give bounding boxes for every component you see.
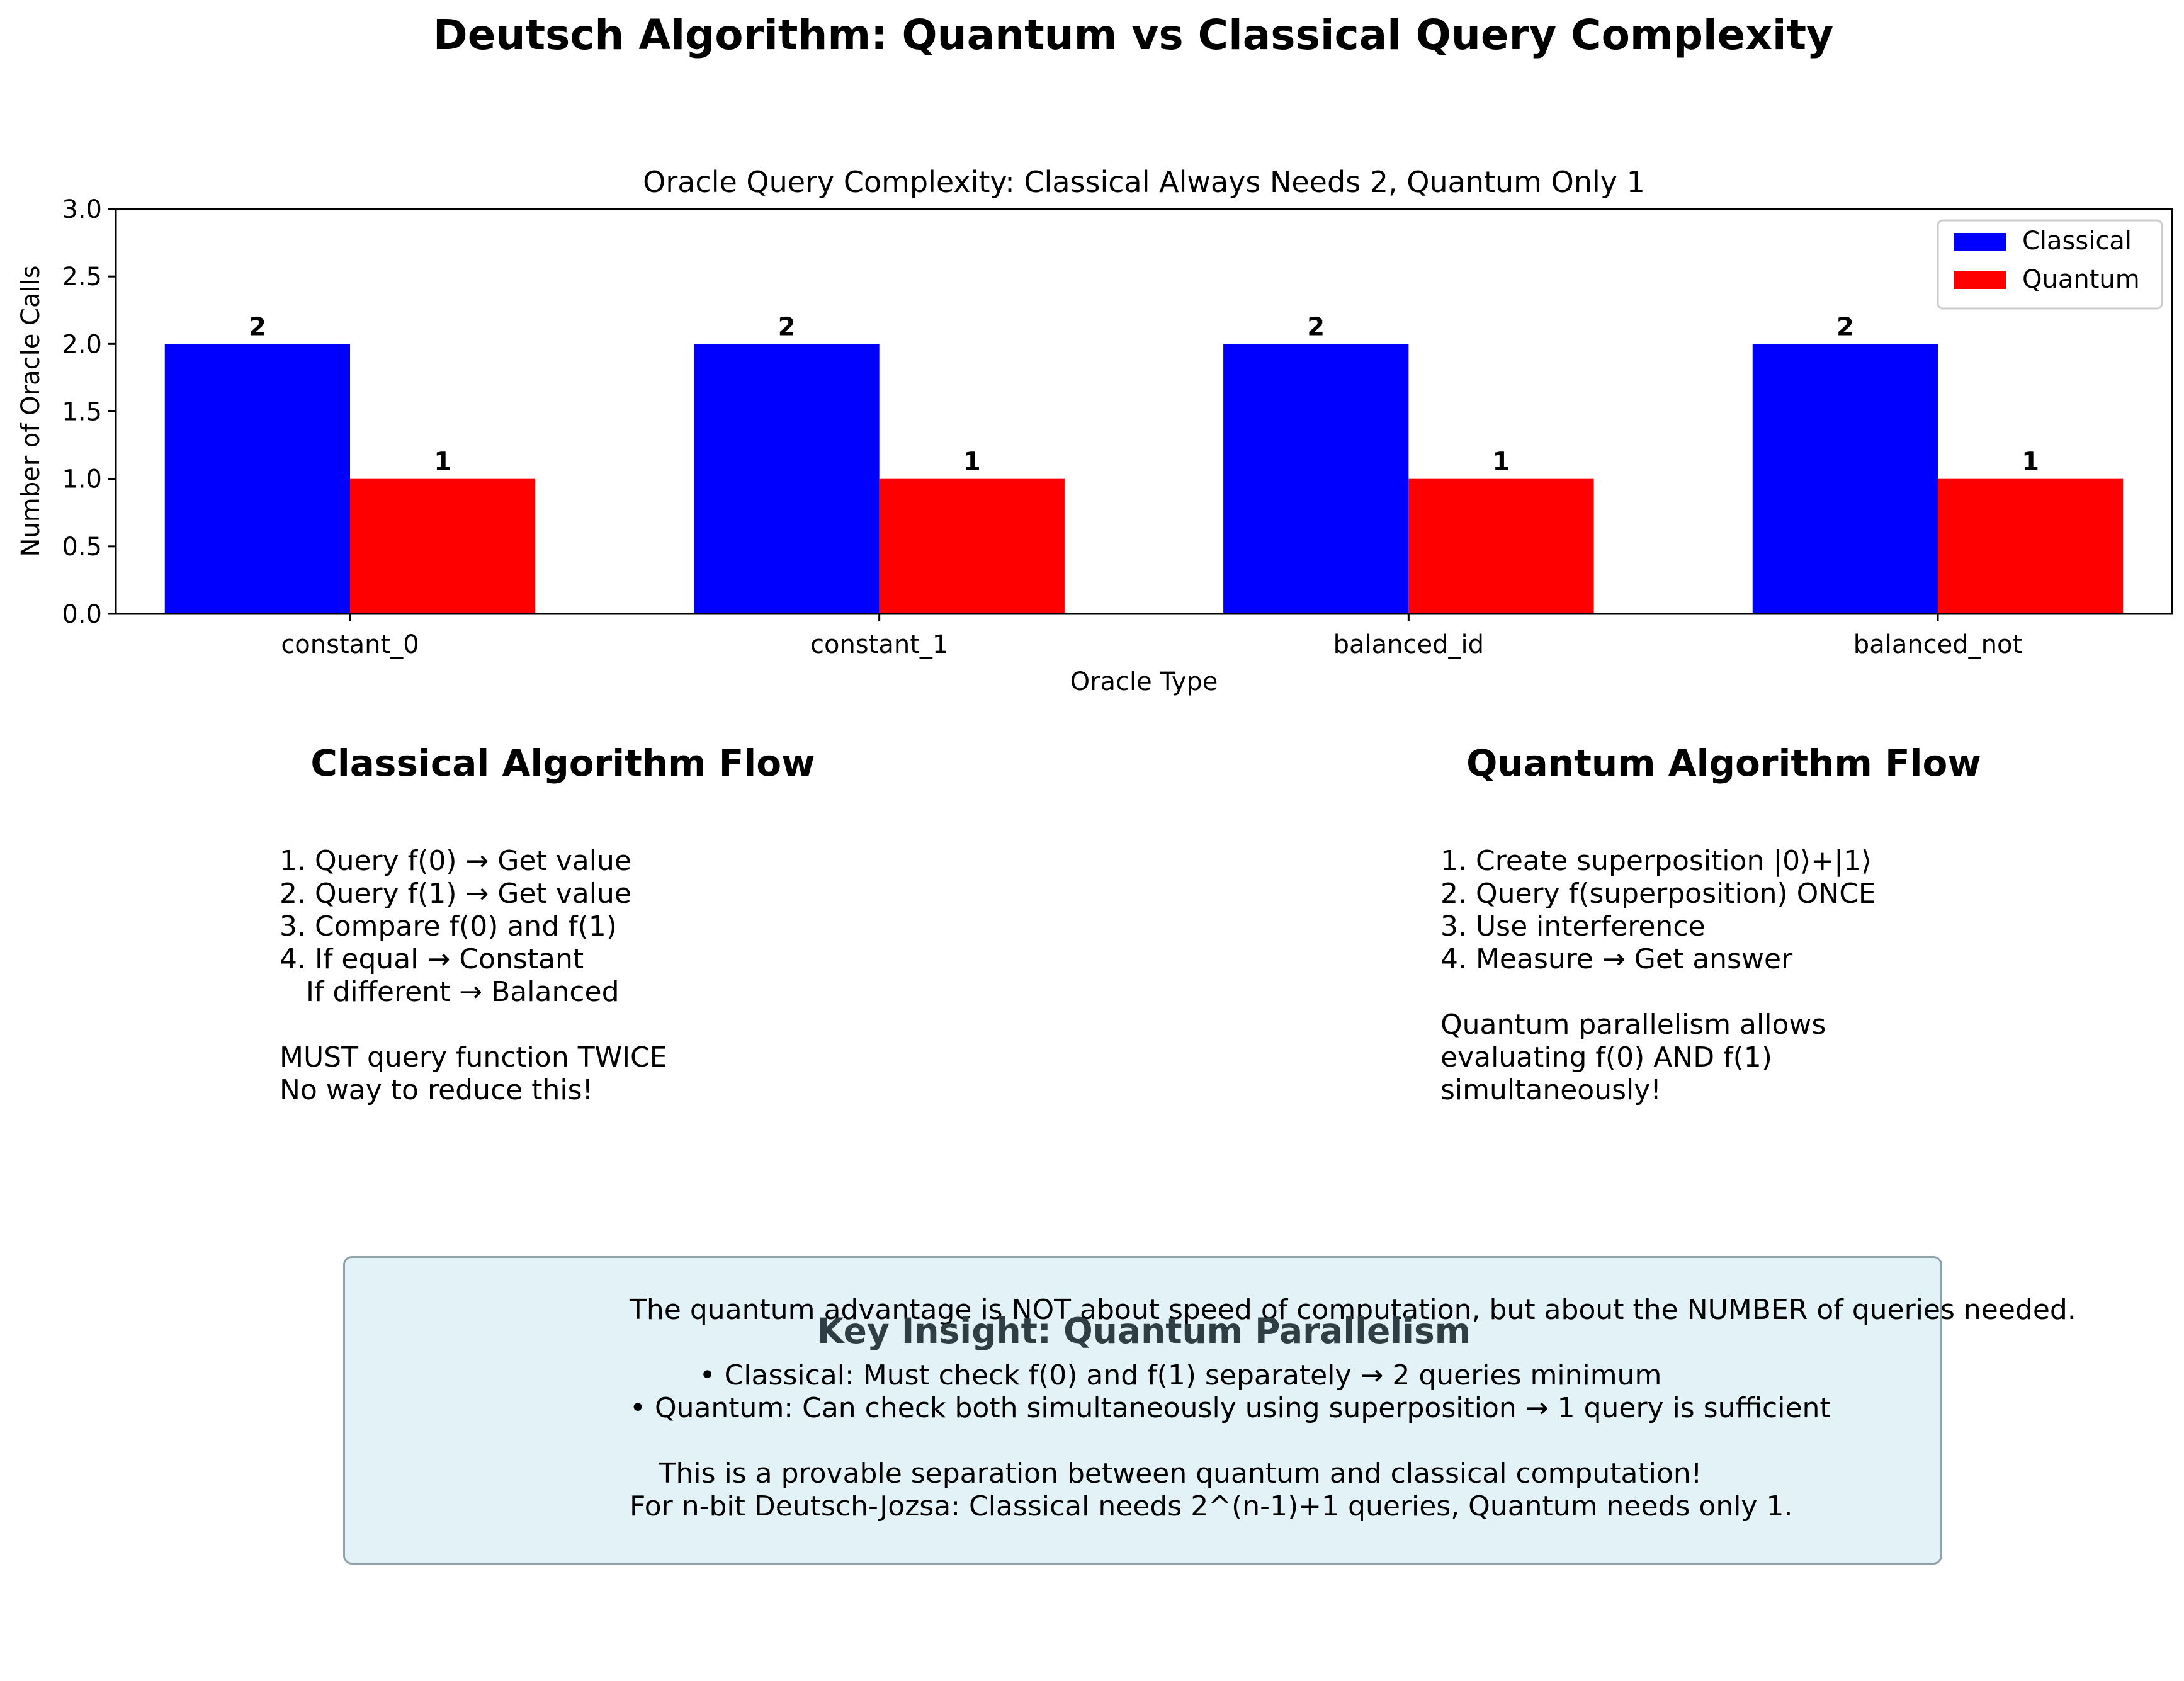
- classical-flow-text: 1. Query f(0) → Get value 2. Query f(1) …: [280, 845, 667, 1106]
- bar-value-label-quantum-balanced_id: 1: [1493, 448, 1510, 477]
- y-tick-label: 2.5: [62, 263, 102, 291]
- key-insight-title: Key Insight: Quantum Parallelism: [817, 1311, 1471, 1351]
- bar-value-label-quantum-balanced_not: 1: [2022, 448, 2039, 477]
- bar-classical-balanced_not: [1752, 344, 1938, 614]
- bar-value-label-quantum-constant_1: 1: [963, 448, 981, 477]
- x-tick-label-constant_1: constant_1: [810, 630, 948, 659]
- bar-classical-constant_1: [694, 344, 880, 614]
- bar-value-label-classical-constant_0: 2: [249, 312, 266, 341]
- y-axis-ticks: 0.0 0.5 1.0 1.5 2.0 2.5 3.0: [62, 195, 116, 629]
- bar-value-label-classical-balanced_id: 2: [1307, 312, 1325, 341]
- classical-flow-title: Classical Algorithm Flow: [310, 742, 815, 784]
- key-insight-box: [343, 1256, 1942, 1565]
- bar-quantum-balanced_id: [1408, 478, 1594, 614]
- plot-frame: [115, 208, 2173, 615]
- y-tick-label: 1.0: [62, 465, 102, 494]
- y-axis-label: Number of Oracle Calls: [16, 265, 45, 557]
- quantum-flow-text: 1. Create superposition |0⟩+|1⟩ 2. Query…: [1440, 845, 1876, 1106]
- bar-value-label-quantum-constant_0: 1: [434, 448, 451, 477]
- y-tick-label: 3.0: [62, 195, 102, 224]
- legend-label-quantum: Quantum: [2022, 265, 2140, 294]
- bar-quantum-constant_0: [349, 478, 536, 614]
- legend: Classical Quantum: [1937, 219, 2163, 310]
- bar-classical-constant_0: [164, 344, 350, 614]
- bar-value-label-classical-balanced_not: 2: [1836, 312, 1854, 341]
- legend-label-classical: Classical: [2022, 227, 2132, 256]
- bar-labels-layer: 2 2 2 2 1 1 1 1: [249, 312, 2039, 476]
- bar-quantum-constant_1: [879, 478, 1065, 614]
- bars-layer: [164, 344, 2124, 614]
- bar-classical-balanced_id: [1223, 344, 1409, 614]
- figure-title: Deutsch Algorithm: Quantum vs Classical …: [433, 11, 1833, 59]
- x-axis-ticks: constant_0 constant_1 balanced_id balanced_…: [281, 614, 2022, 659]
- y-tick-label: 0.0: [62, 600, 102, 629]
- x-tick-label-balanced_id: balanced_id: [1333, 630, 1484, 659]
- y-tick-label: 1.5: [62, 398, 102, 427]
- x-tick-label-balanced_not: balanced_not: [1853, 630, 2022, 659]
- chart-title: Oracle Query Complexity: Classical Alway…: [643, 165, 1645, 199]
- legend-swatch-quantum: [1954, 271, 2006, 289]
- quantum-flow-title: Quantum Algorithm Flow: [1466, 742, 1981, 784]
- bar-quantum-balanced_not: [1938, 478, 2124, 614]
- x-tick-label-constant_0: constant_0: [281, 630, 419, 659]
- x-axis-label: Oracle Type: [1070, 667, 1218, 696]
- y-tick-label: 0.5: [62, 533, 102, 562]
- bar-value-label-classical-constant_1: 2: [778, 312, 796, 341]
- key-insight-text: The quantum advantage is NOT about speed…: [630, 1294, 2076, 1522]
- legend-swatch-classical: [1954, 233, 2006, 251]
- y-tick-label: 2.0: [62, 330, 102, 359]
